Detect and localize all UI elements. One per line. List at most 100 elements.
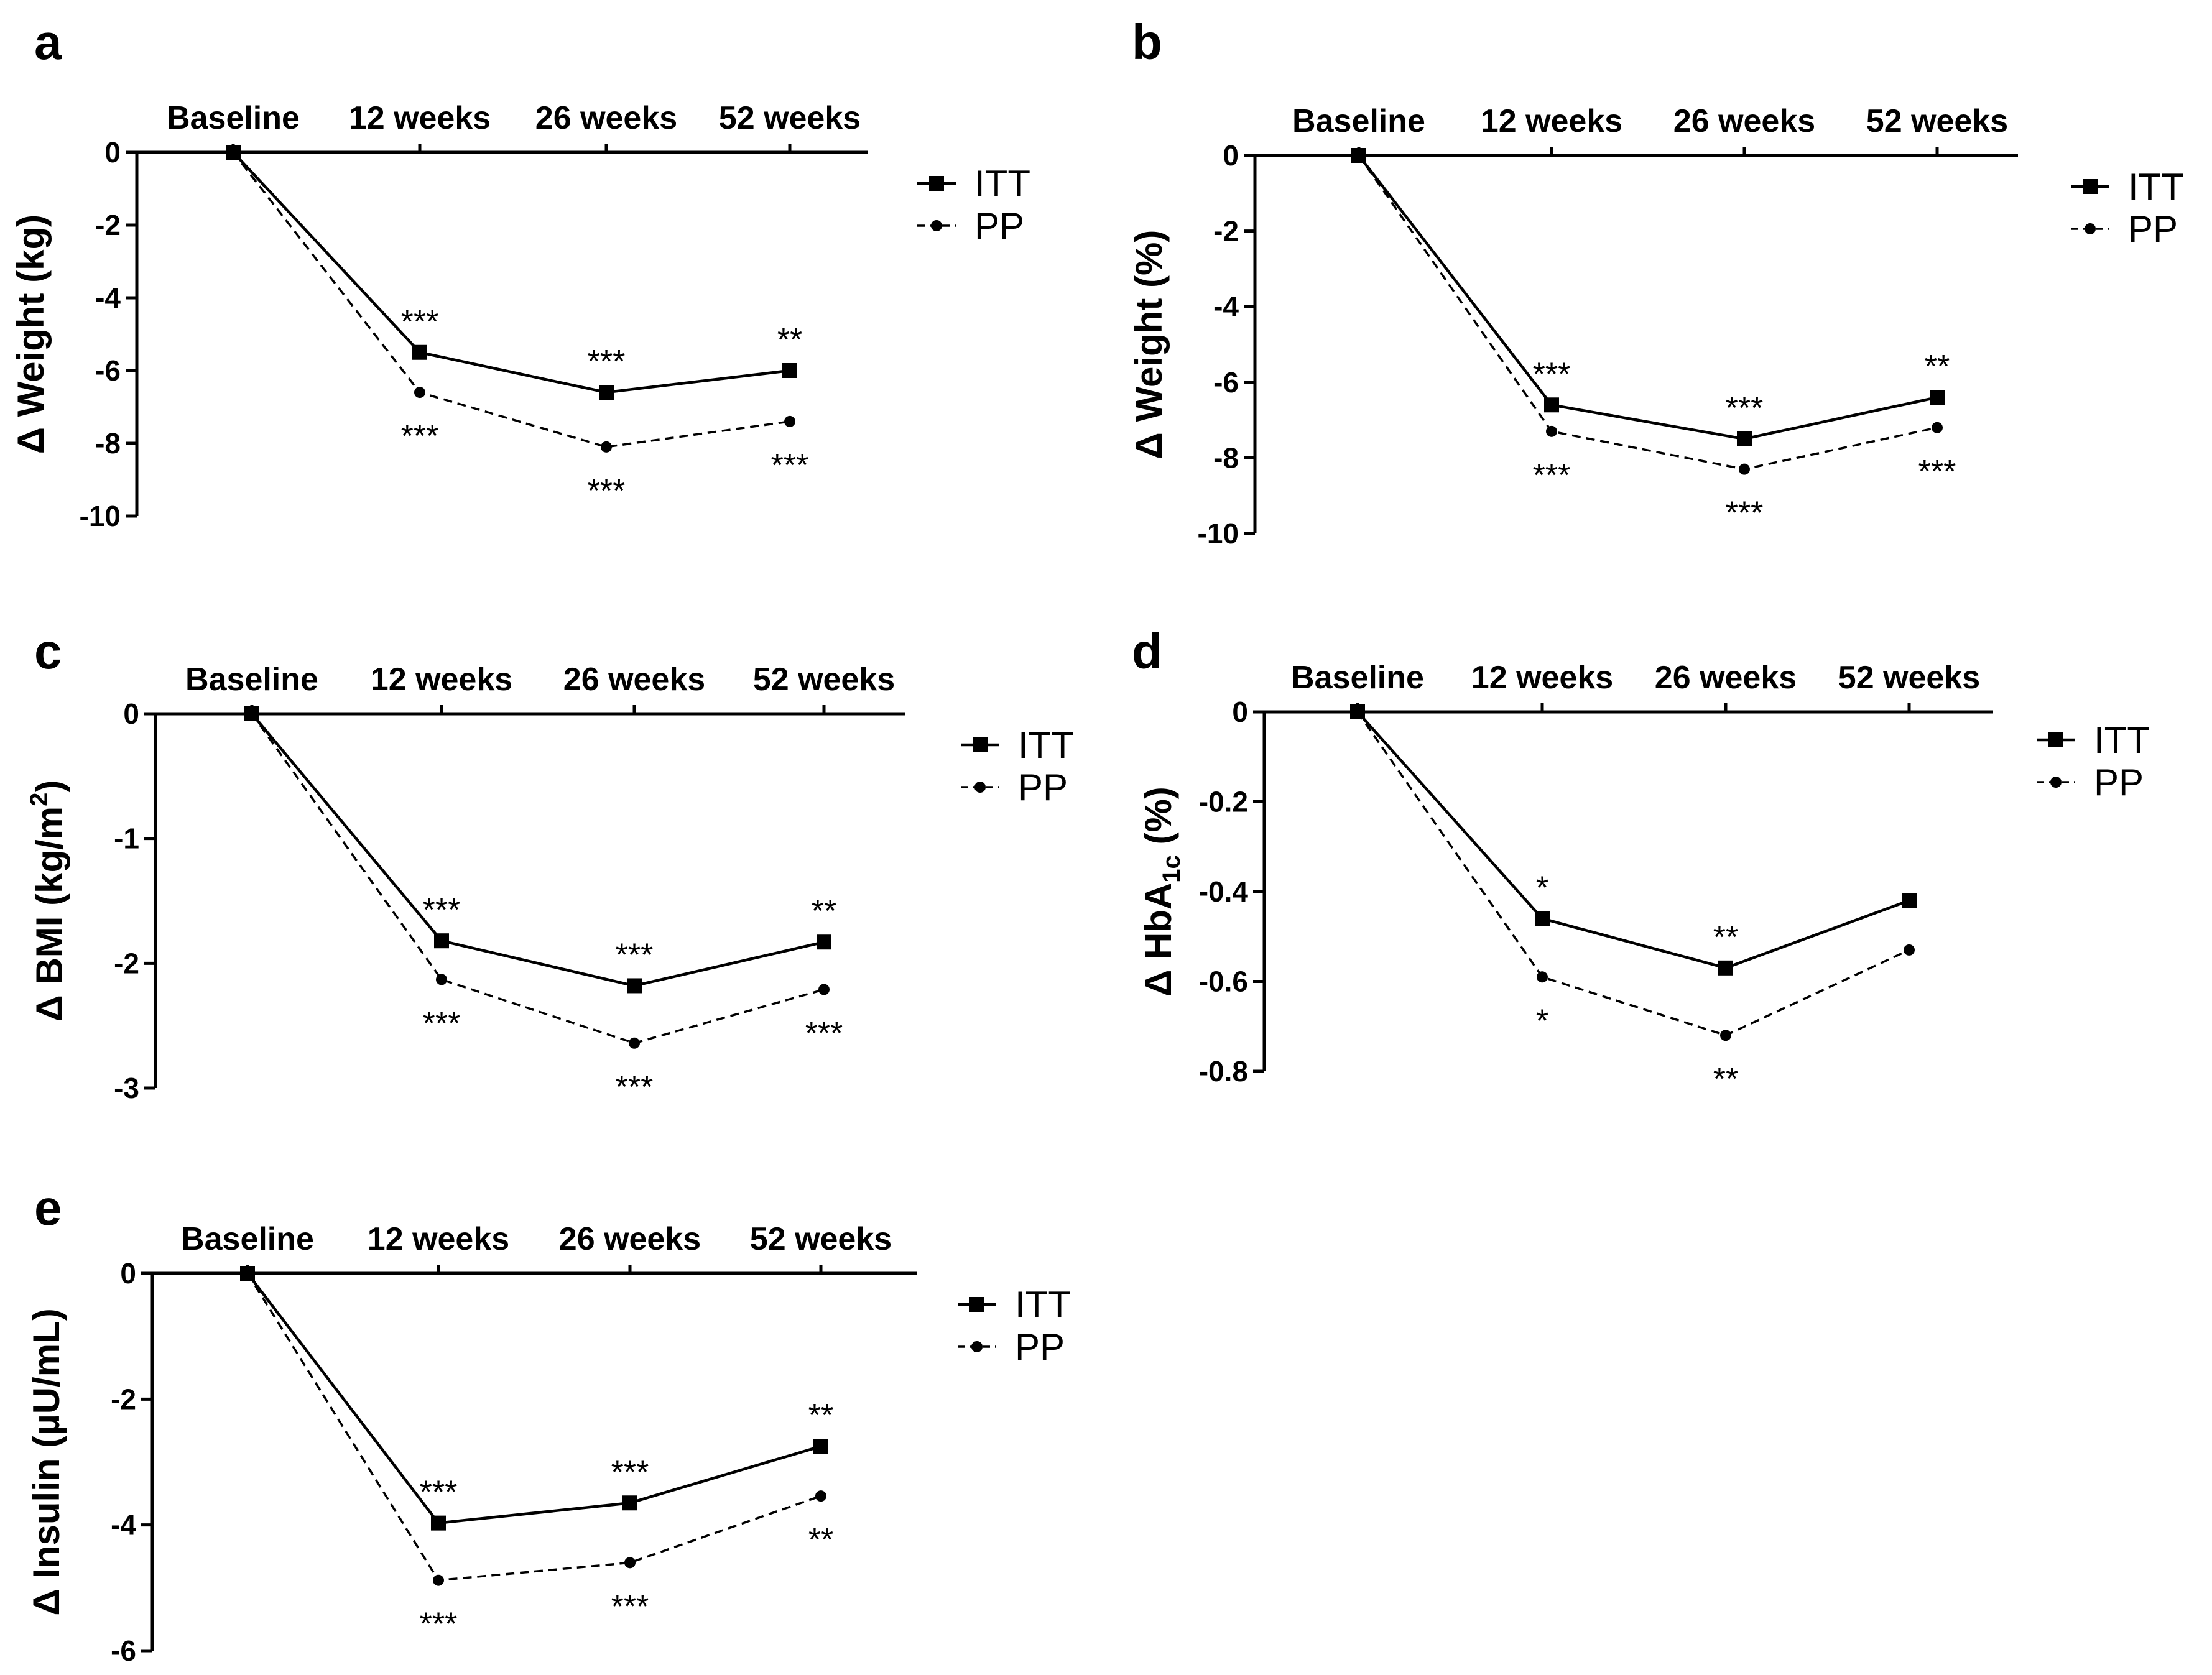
- legend-label-pp: PP: [2094, 762, 2144, 803]
- significance-marker: ***: [1726, 496, 1764, 532]
- y-axis-label: Δ BMI (kg/m2): [25, 780, 70, 1022]
- data-point-itt: [813, 1439, 828, 1454]
- legend-label-itt: ITT: [1018, 724, 1074, 766]
- data-point-pp: [1720, 1030, 1731, 1041]
- category-label: 52 weeks: [753, 662, 895, 698]
- significance-marker: **: [808, 1522, 833, 1558]
- data-point-pp: [414, 387, 425, 399]
- y-axis-label-sub: 1c: [1158, 855, 1185, 883]
- panel-letter: c: [34, 624, 62, 679]
- category-label: 52 weeks: [719, 100, 861, 136]
- y-tick-label: 0: [1223, 139, 1239, 172]
- data-point-pp: [818, 984, 830, 995]
- significance-marker: ***: [771, 448, 809, 484]
- data-point-itt: [1737, 431, 1752, 446]
- category-label: 12 weeks: [1481, 103, 1622, 139]
- y-tick-label: -6: [95, 354, 121, 387]
- legend-marker-pp: [974, 782, 986, 793]
- category-label: 52 weeks: [750, 1221, 892, 1257]
- y-tick-label: 0: [120, 1257, 136, 1290]
- y-tick-label: -10: [1198, 517, 1239, 550]
- data-point-itt: [1535, 911, 1550, 926]
- data-point-pp: [815, 1490, 826, 1502]
- data-point-pp: [1352, 706, 1363, 718]
- y-axis-label-text: Δ Weight (%): [1128, 230, 1170, 459]
- y-axis-label-sup: 2: [25, 793, 53, 806]
- significance-marker: ***: [1533, 356, 1571, 392]
- data-point-itt: [627, 978, 642, 994]
- y-tick-label: -0.4: [1199, 875, 1249, 908]
- significance-marker: ***: [423, 1005, 461, 1041]
- legend-marker-itt: [2048, 732, 2063, 747]
- significance-marker: ***: [423, 892, 461, 928]
- legend-label-pp: PP: [974, 205, 1024, 247]
- significance-marker: ***: [611, 1589, 649, 1625]
- legend-label-itt: ITT: [974, 163, 1030, 205]
- data-point-pp: [246, 708, 257, 719]
- legend-label-pp: PP: [1018, 767, 1068, 808]
- series-line-pp: [232, 151, 790, 448]
- y-tick-label: -6: [1213, 366, 1239, 399]
- data-point-itt: [1718, 960, 1733, 976]
- y-tick-label: -8: [95, 427, 121, 459]
- category-label: 12 weeks: [1471, 660, 1613, 696]
- category-label: 12 weeks: [349, 100, 491, 136]
- significance-marker: ***: [616, 937, 654, 973]
- legend-marker-pp: [2050, 777, 2062, 788]
- y-tick-label: -0.6: [1199, 966, 1248, 998]
- data-point-pp: [1739, 463, 1750, 475]
- series-line-pp: [1358, 154, 1938, 471]
- category-label: Baseline: [1291, 660, 1424, 696]
- panel-letter: a: [34, 14, 62, 70]
- significance-marker: **: [1925, 349, 1950, 385]
- category-label: 26 weeks: [559, 1221, 701, 1257]
- category-label: 26 weeks: [535, 100, 677, 136]
- significance-marker: ***: [401, 304, 439, 340]
- category-label: 12 weeks: [371, 662, 512, 698]
- category-label: 26 weeks: [1673, 103, 1815, 139]
- significance-marker: ***: [420, 1607, 458, 1643]
- category-label: Baseline: [185, 662, 318, 698]
- y-axis-label-text: Δ Insulin (µU/mL): [25, 1308, 67, 1615]
- data-point-itt: [1544, 397, 1559, 413]
- series-line-pp: [251, 713, 825, 1045]
- category-label: 26 weeks: [563, 662, 705, 698]
- y-tick-label: -8: [1213, 441, 1239, 474]
- legend-marker-itt: [973, 737, 988, 752]
- data-point-itt: [434, 933, 449, 949]
- panel-letter: b: [1132, 14, 1162, 70]
- panel-c: c 0 -1 -2 -3 Baseline 12 weeks 26 weeks 52 weeks…: [25, 624, 1074, 1105]
- data-point-pp: [601, 441, 612, 453]
- significance-marker: ***: [1533, 458, 1571, 494]
- legend-label-pp: PP: [2128, 208, 2178, 250]
- category-label: 12 weeks: [368, 1221, 509, 1257]
- category-label: Baseline: [181, 1221, 314, 1257]
- y-tick-label: -0.8: [1199, 1055, 1248, 1087]
- significance-marker: ***: [805, 1015, 843, 1051]
- y-tick-label: -4: [95, 282, 121, 314]
- data-point-pp: [242, 1268, 253, 1279]
- y-tick-label: 0: [123, 698, 139, 730]
- y-axis-label-text: Δ HbA: [1137, 883, 1179, 997]
- series-line-pp: [1356, 711, 1910, 1037]
- significance-marker: **: [808, 1398, 833, 1434]
- data-point-pp: [1904, 944, 1915, 956]
- y-tick-label: -1: [114, 823, 139, 855]
- significance-marker: **: [1713, 1061, 1738, 1097]
- panel-d: d 0 -0.2 -0.4 -0.6 -0.8 Baseline 12 weeks 26 wee…: [1132, 624, 2150, 1097]
- panel-b: b 0 -2 -4 -6 -8 -10 Baseline 12 weeks 26 weeks 52 …: [1128, 14, 2184, 550]
- legend-marker-pp: [2085, 223, 2096, 234]
- significance-marker: **: [1713, 920, 1738, 956]
- legend-marker-itt: [2083, 179, 2098, 194]
- data-point-pp: [1932, 422, 1943, 433]
- legend-marker-pp: [931, 220, 942, 231]
- series-line-itt: [246, 1272, 821, 1525]
- legend-label-pp: PP: [1015, 1326, 1065, 1368]
- data-point-pp: [433, 1574, 444, 1586]
- y-axis-label-text: Δ BMI (kg/m: [29, 806, 70, 1022]
- y-tick-label: -4: [1213, 290, 1239, 323]
- category-label: 52 weeks: [1866, 103, 2008, 139]
- category-label: 52 weeks: [1838, 660, 1980, 696]
- panel-letter: e: [34, 1180, 62, 1235]
